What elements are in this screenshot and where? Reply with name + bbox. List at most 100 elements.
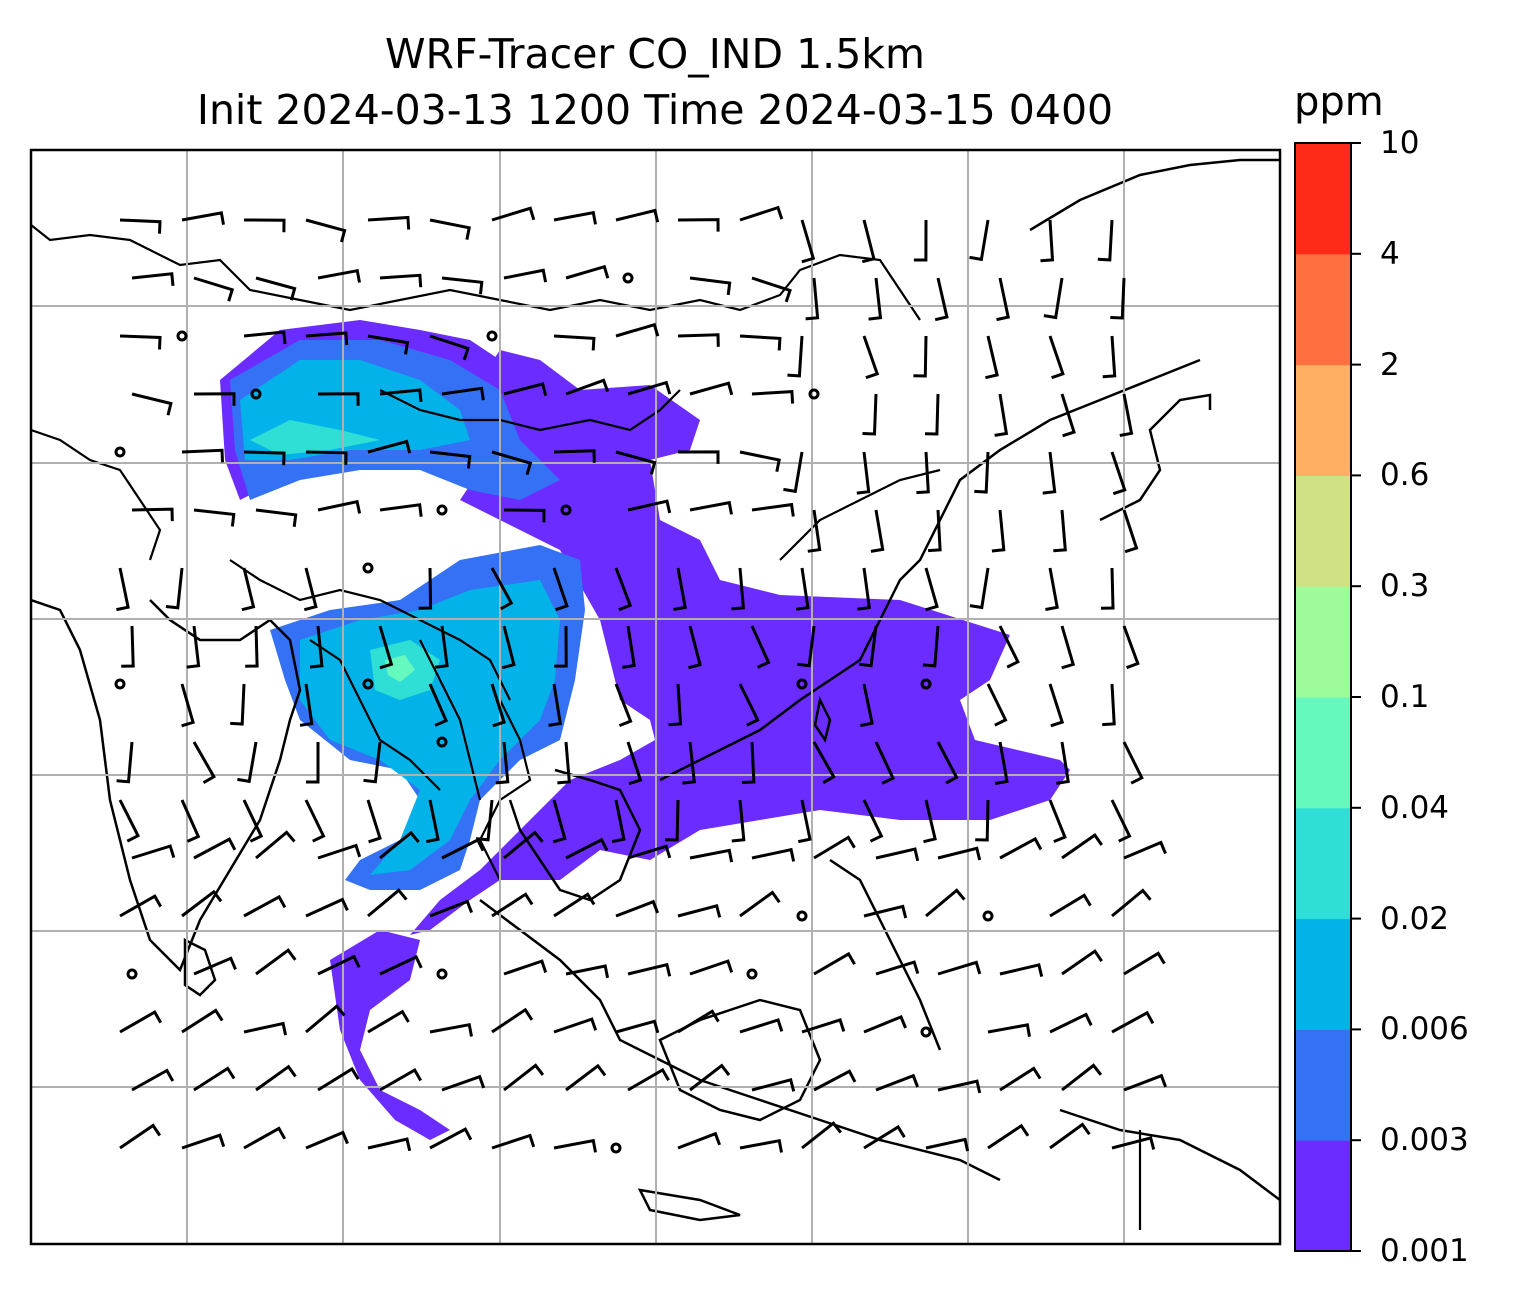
wind-barb [181,1008,224,1034]
wind-barb [863,1014,907,1034]
wind-barb [999,1066,1042,1092]
wind-barb [165,567,184,610]
wind-barb [801,1121,842,1150]
wind-barb [243,218,286,233]
wind-barb [1123,1073,1168,1092]
wind-barb [677,218,720,232]
calm-wind-marker [362,562,374,574]
wind-barb [503,830,544,860]
wind-barb [1123,951,1166,976]
wind-barb [429,334,470,361]
wind-barb [367,888,408,918]
wind-barb [553,1138,597,1153]
wind-barb [689,276,732,296]
wind-barb [751,502,795,517]
wind-barb [305,897,349,918]
wind-barb [565,1063,607,1092]
wind-barb [317,392,360,406]
wind-barb [665,799,680,842]
wind-barb [813,1069,857,1092]
wind-barb [119,334,162,350]
wind-barb [367,215,411,230]
wind-barb [928,509,942,553]
calm-wind-marker [808,388,820,400]
wind-barb [934,277,949,322]
wind-barb [1097,219,1114,262]
wind-barb [503,382,548,396]
wind-barb [557,741,571,785]
wind-barb [857,567,871,611]
wind-barb [688,625,702,670]
wind-barb [936,741,959,785]
colorbar-tick-label: 2 [1380,346,1400,383]
wind-barb [378,625,394,670]
wind-barb [255,1064,297,1092]
colorbar-tick-label: 0.1 [1380,679,1430,715]
calm-wind-marker [920,1026,932,1038]
wind-barb [611,799,626,844]
wind-barb [626,741,643,786]
wind-barb [192,741,216,784]
wind-barb [739,205,784,222]
wind-barb [255,948,297,976]
colorbar-tick-label: 0.003 [1380,1122,1469,1159]
coast-indochina [479,899,1001,1182]
colorbar-segment [1295,586,1351,698]
wind-barb [969,567,990,610]
wind-barb [1123,840,1167,860]
wind-barb [304,799,326,843]
wind-barb [425,799,440,844]
wind-barb [1111,1136,1156,1150]
wind-barb [565,378,610,396]
wind-barb [428,683,449,727]
wind-barb [739,1018,784,1034]
calm-wind-marker [486,330,498,342]
wind-barb [303,567,318,612]
coast-borneo [658,998,822,1122]
wind-barb [1061,1063,1103,1092]
wind-barb [553,1017,598,1034]
wind-barb [739,450,781,473]
wind-barb [856,451,871,495]
wind-barb [627,1067,670,1092]
wind-barb [870,509,885,553]
wind-barb [553,210,597,225]
wind-barb [751,847,796,862]
wind-barb [751,1077,796,1092]
wind-barb [305,331,349,346]
wind-barb [441,276,484,295]
wind-barb [131,1068,175,1092]
colorbar-segment [1295,253,1351,366]
wind-barb [193,276,235,302]
wind-barb [615,1019,660,1034]
wind-barb [861,219,876,264]
wind-barb [677,333,720,347]
wind-barb [994,393,1009,437]
wind-barb [1049,1122,1091,1150]
wind-barb [874,741,895,785]
wind-barb [495,741,510,785]
wind-barb [862,393,878,436]
wind-barb [922,625,940,668]
wind-barb [181,448,224,463]
wind-barb [859,625,878,668]
wind-barb [615,450,657,475]
wind-barb [503,1063,545,1092]
wind-barb [441,1074,486,1092]
colorbar-tick-label: 0.04 [1380,789,1450,826]
colorbar-segment [1295,143,1351,255]
wind-barb [731,799,746,843]
plume-south-arm [330,930,450,1140]
wind-barb [615,208,660,223]
wind-barb [429,450,472,469]
wind-barb [1110,451,1127,496]
wind-barb [429,899,473,918]
wind-barb [974,451,990,494]
colorbar-segment [1295,475,1351,587]
wind-barb [181,211,225,225]
coast-west-india [31,598,302,973]
wind-barb [554,625,568,668]
wind-barb [627,499,672,514]
wind-barb [193,392,236,406]
wind-barb [475,799,494,842]
